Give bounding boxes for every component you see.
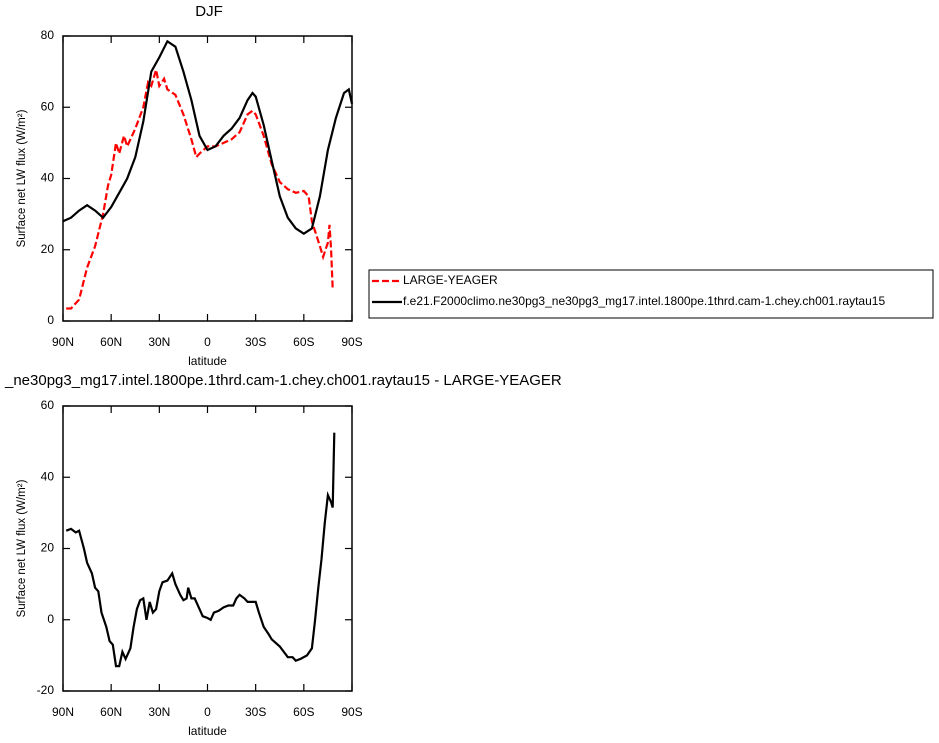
chart-title: _ne30pg3_mg17.intel.1800pe.1thrd.cam-1.c… xyxy=(4,372,562,389)
x-tick-label: 30S xyxy=(245,705,266,719)
data-line xyxy=(62,39,354,236)
data-line xyxy=(65,432,336,668)
y-tick-label: 60 xyxy=(41,398,55,412)
legend-label: f.e21.F2000climo.ne30pg3_ne30pg3_mg17.in… xyxy=(403,294,885,308)
x-tick-label: 90S xyxy=(341,705,362,719)
legend-label: LARGE-YEAGER xyxy=(403,273,498,287)
x-tick-label: 90N xyxy=(52,705,74,719)
x-tick-label: 60S xyxy=(293,335,314,349)
y-tick-label: 40 xyxy=(41,469,55,483)
x-axis-label: latitude xyxy=(188,354,227,368)
x-tick-label: 30N xyxy=(148,705,170,719)
data-line xyxy=(66,69,334,310)
y-tick-label: 20 xyxy=(41,242,55,256)
x-tick-label: 90S xyxy=(341,335,362,349)
y-tick-label: 0 xyxy=(47,313,54,327)
x-tick-label: 30S xyxy=(245,335,266,349)
y-tick-label: -20 xyxy=(37,683,55,697)
x-tick-label: 0 xyxy=(204,335,211,349)
y-tick-label: 40 xyxy=(41,171,55,185)
legend-box xyxy=(368,269,934,319)
y-axis-label: Surface net LW flux (W/m²) xyxy=(16,109,28,247)
y-tick-label: 20 xyxy=(41,541,55,555)
x-axis-label: latitude xyxy=(188,724,227,738)
x-tick-label: 0 xyxy=(204,705,211,719)
y-tick-label: 80 xyxy=(41,28,55,42)
x-tick-label: 60N xyxy=(100,705,122,719)
y-tick-label: 60 xyxy=(41,99,55,113)
x-tick-label: 60N xyxy=(100,335,122,349)
y-axis-label: Surface net LW flux (W/m²) xyxy=(16,479,28,617)
chart-title: DJF xyxy=(195,3,223,20)
y-tick-label: 0 xyxy=(47,612,54,626)
x-tick-label: 90N xyxy=(52,335,74,349)
x-tick-label: 60S xyxy=(293,705,314,719)
x-tick-label: 30N xyxy=(148,335,170,349)
plot-frame xyxy=(62,405,353,692)
plot-frame xyxy=(62,35,353,322)
